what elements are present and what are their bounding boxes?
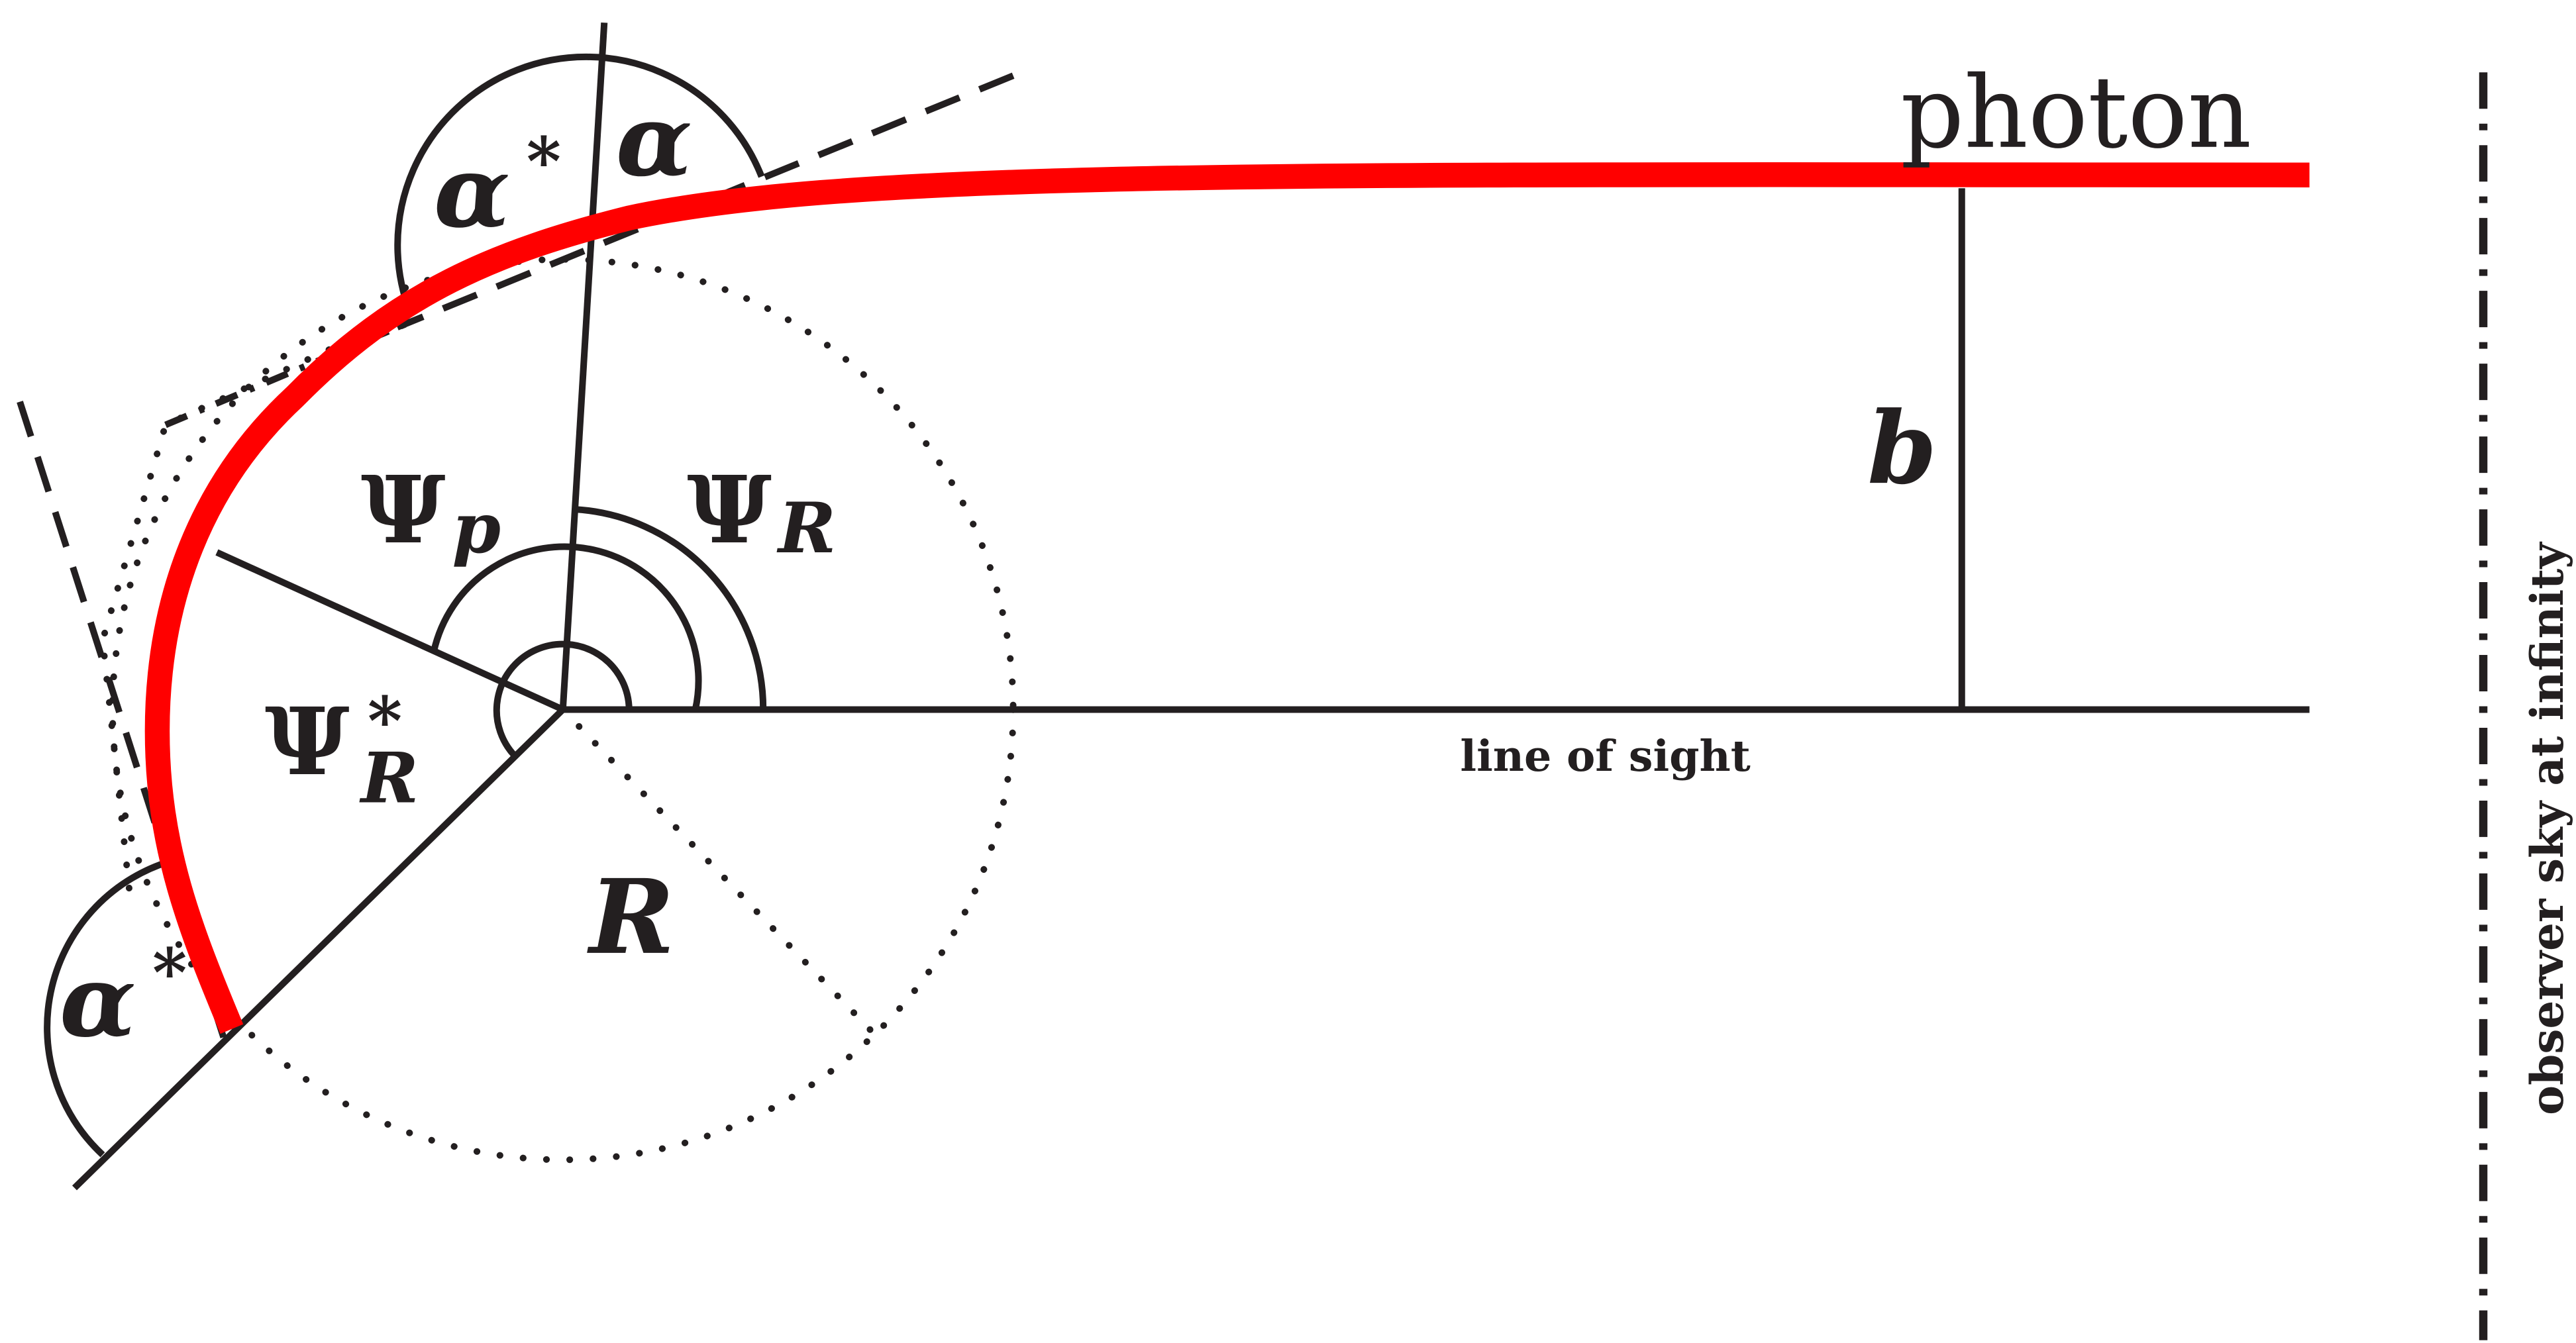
alpha-lower-angle-arc [44, 857, 175, 1158]
photon-trajectory [144, 162, 2310, 1034]
alpha-upper-angle-arc [394, 53, 765, 315]
psi-R-star-subscript: R [359, 736, 419, 819]
psi-R-angle-arc [574, 506, 767, 710]
upper-tangent-dashed-line [395, 72, 1015, 330]
psi-R-label: Ψ R [687, 456, 836, 569]
normal-radial-line [559, 22, 608, 710]
impact-parameter-label: b [1867, 390, 1937, 507]
psi-R-star-superscript: * [368, 682, 402, 760]
psi-R-letter: Ψ [687, 456, 772, 565]
psi-R-star-letter: Ψ [265, 688, 350, 797]
alpha-star-lower-letter: α [60, 943, 136, 1060]
line-of-sight-label: line of sight [1460, 731, 1750, 781]
alpha-star-upper-letter: α [434, 134, 510, 250]
observer-sky-label: observer sky at infinity [2521, 542, 2573, 1115]
psi-p-label: Ψ p [361, 456, 501, 569]
alpha-star-lower-superscript: * [152, 934, 187, 1012]
emission-radial-line [72, 707, 566, 1191]
psi-p-subscript: p [452, 487, 501, 569]
alpha-star-upper-superscript: * [527, 123, 561, 201]
psi-R-star-angle-arc [493, 640, 633, 760]
alpha-label: α [616, 82, 692, 199]
photon-label: photon [1900, 56, 2251, 171]
psi-R-subscript: R [776, 487, 836, 569]
psi-p-letter: Ψ [361, 456, 446, 565]
radius-label: R [587, 856, 675, 977]
psi-p-angle-arc [430, 543, 702, 711]
